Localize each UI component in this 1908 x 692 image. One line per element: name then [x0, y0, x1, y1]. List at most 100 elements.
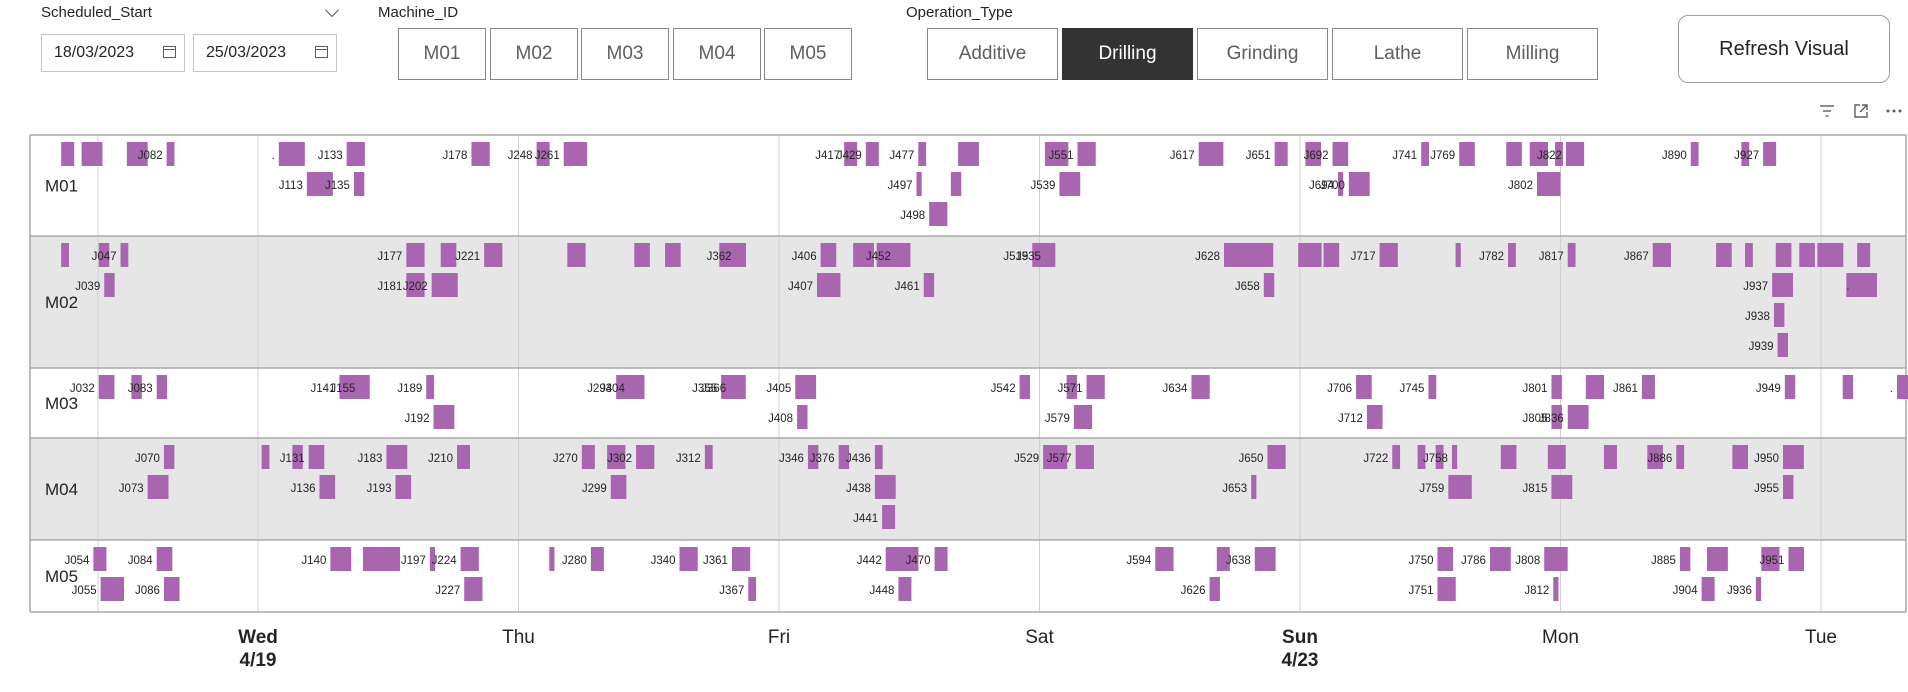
job-label: J579 — [1045, 413, 1070, 425]
job-label: J477 — [889, 150, 914, 162]
job-label: J083 — [128, 383, 153, 395]
job-label: J758 — [1423, 453, 1448, 465]
calendar-icon[interactable] — [163, 46, 176, 58]
job-bar — [156, 375, 168, 399]
job-bar — [261, 445, 270, 469]
machine-tile-m03[interactable]: M03 — [581, 28, 669, 80]
job-bar — [1783, 475, 1794, 499]
end-date-input[interactable]: 25/03/2023 — [193, 34, 337, 72]
row-band — [30, 438, 1906, 540]
job-label: J227 — [435, 585, 460, 597]
job-bar — [1817, 243, 1836, 267]
job-bar — [679, 547, 698, 571]
job-label: J032 — [70, 383, 95, 395]
job-bar — [395, 475, 412, 499]
job-label: J438 — [846, 483, 871, 495]
focus-mode-icon[interactable] — [1852, 102, 1870, 120]
machine-tile-m02[interactable]: M02 — [490, 28, 578, 80]
job-label: J084 — [128, 555, 154, 567]
more-options-icon[interactable] — [1885, 102, 1903, 120]
job-bar — [1755, 577, 1762, 601]
row-band — [30, 540, 1906, 612]
job-label: J542 — [991, 383, 1016, 395]
job-bar — [1544, 547, 1568, 571]
job-bar — [346, 142, 365, 166]
operation-tile-drilling[interactable]: Drilling — [1062, 28, 1193, 80]
start-date-value: 18/03/2023 — [54, 44, 135, 61]
job-label: J202 — [403, 281, 428, 293]
job-bar — [1857, 243, 1871, 267]
start-date-input[interactable]: 18/03/2023 — [41, 34, 185, 72]
job-label: J950 — [1754, 453, 1779, 465]
job-bar — [1043, 445, 1062, 469]
job-label: J113 — [279, 180, 303, 192]
machine-tile-m01[interactable]: M01 — [398, 28, 486, 80]
job-bar — [1073, 405, 1093, 429]
operation-tile-additive[interactable]: Additive — [927, 28, 1058, 80]
filter-icon[interactable] — [1818, 102, 1836, 120]
job-bar — [563, 142, 588, 166]
machine-tile-m04[interactable]: M04 — [673, 28, 761, 80]
job-bar — [1209, 577, 1220, 601]
calendar-icon[interactable] — [315, 46, 328, 58]
job-bar — [929, 202, 948, 226]
job-bar — [1254, 547, 1276, 571]
job-label: J904 — [1673, 585, 1699, 597]
job-bar — [1348, 172, 1370, 196]
job-bar — [1305, 142, 1322, 166]
job-bar — [1392, 445, 1401, 469]
job-bar — [704, 445, 713, 469]
job-bar — [1567, 243, 1576, 267]
job-bar — [549, 547, 555, 571]
job-bar — [1066, 375, 1078, 399]
machine-tile-m05[interactable]: M05 — [764, 28, 852, 80]
job-bar — [1298, 243, 1322, 267]
job-bar — [1647, 445, 1663, 469]
job-bar — [1553, 577, 1559, 601]
job-label: J224 — [432, 555, 458, 567]
job-bar — [719, 243, 738, 267]
job-label: J155 — [330, 383, 355, 395]
job-label: J638 — [1226, 555, 1251, 567]
job-label: J054 — [64, 555, 90, 567]
job-bar — [126, 142, 148, 166]
job-bar — [853, 243, 875, 267]
scheduled-start-title: Scheduled_Start — [41, 4, 152, 21]
job-label: J938 — [1745, 311, 1770, 323]
job-label: . — [272, 150, 275, 162]
job-bar — [1788, 547, 1805, 571]
job-label: . — [1846, 281, 1849, 293]
job-bar — [1551, 375, 1562, 399]
job-bar — [406, 243, 425, 267]
job-label: J927 — [1734, 150, 1759, 162]
job-bar — [1356, 375, 1372, 399]
row-label-m04: M04 — [45, 480, 78, 499]
job-label: J937 — [1743, 281, 1768, 293]
job-label: J885 — [1651, 555, 1676, 567]
job-label: J653 — [1222, 483, 1247, 495]
job-bar — [431, 273, 458, 297]
operation-tile-lathe[interactable]: Lathe — [1332, 28, 1463, 80]
operation-tile-grinding[interactable]: Grinding — [1197, 28, 1328, 80]
job-bar — [339, 375, 361, 399]
job-label: J261 — [535, 150, 560, 162]
job-label: J782 — [1479, 251, 1504, 263]
job-label: J815 — [1523, 483, 1548, 495]
refresh-visual-button[interactable]: Refresh Visual — [1678, 15, 1890, 83]
job-label: J304 — [600, 383, 626, 395]
x-tick-day: Wed — [238, 627, 278, 648]
x-tick-day: Sat — [1025, 627, 1054, 648]
job-bar — [1560, 445, 1566, 469]
operation-tile-milling[interactable]: Milling — [1467, 28, 1598, 80]
job-label: J539 — [1030, 180, 1055, 192]
job-bar — [359, 375, 370, 399]
job-bar — [795, 375, 817, 399]
job-label: J700 — [1320, 180, 1345, 192]
job-label: J817 — [1539, 251, 1564, 263]
row-label-m01: M01 — [45, 177, 78, 196]
job-label: J376 — [810, 453, 835, 465]
job-bar — [471, 142, 490, 166]
job-bar — [1652, 243, 1671, 267]
job-label: J312 — [676, 453, 701, 465]
job-bar — [1044, 142, 1069, 166]
